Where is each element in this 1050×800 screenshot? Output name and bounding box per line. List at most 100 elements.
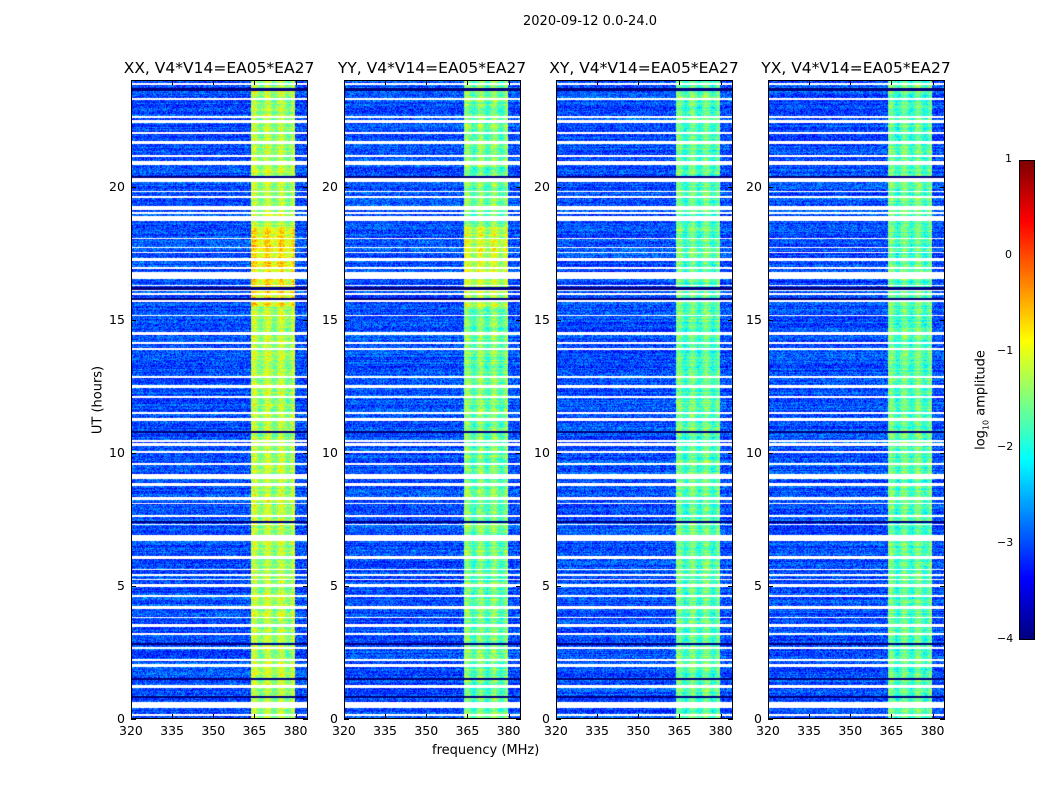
x-tick-mark xyxy=(768,714,769,719)
x-tick-label: 350 xyxy=(626,723,651,738)
y-tick-mark xyxy=(556,319,561,321)
y-tick-label: 15 xyxy=(534,311,550,327)
colorbar-tick-label: −1 xyxy=(997,344,1014,357)
x-tick-label: 320 xyxy=(119,723,143,738)
y-tick-mark xyxy=(728,585,733,587)
y-tick-mark xyxy=(344,452,349,454)
heatmap-panel-xx xyxy=(131,80,308,719)
y-tick-label: 10 xyxy=(534,444,550,460)
y-tick-mark xyxy=(728,719,733,720)
x-tick-label: 380 xyxy=(283,723,308,738)
heatmap-panel-yy xyxy=(344,80,521,719)
x-tick-mark xyxy=(385,714,387,719)
y-tick-mark xyxy=(556,452,561,454)
x-tick-mark xyxy=(679,80,681,85)
x-tick-mark xyxy=(850,80,852,85)
y-tick-mark xyxy=(131,452,136,454)
x-tick-mark xyxy=(172,80,174,85)
y-tick-mark xyxy=(516,452,521,454)
x-tick-mark xyxy=(131,80,132,85)
x-tick-label: 380 xyxy=(920,723,945,738)
heatmap-yx xyxy=(769,81,944,718)
x-tick-mark xyxy=(295,714,297,719)
y-tick-mark xyxy=(556,719,561,720)
x-tick-label: 380 xyxy=(496,723,521,738)
y-tick-mark xyxy=(131,186,136,188)
y-tick-mark xyxy=(344,719,349,720)
y-tick-mark xyxy=(131,719,136,720)
x-tick-mark xyxy=(467,80,469,85)
x-tick-mark xyxy=(254,714,256,719)
y-axis-label: UT (hours) xyxy=(90,365,106,435)
x-tick-mark xyxy=(426,714,428,719)
y-tick-mark xyxy=(303,719,308,720)
y-tick-mark xyxy=(940,452,945,454)
y-tick-label: 0 xyxy=(542,711,550,726)
x-tick-mark xyxy=(891,80,893,85)
x-tick-mark xyxy=(172,714,174,719)
panel-title-xx: XX, V4*V14=EA05*EA27 xyxy=(123,59,315,77)
y-tick-label: 0 xyxy=(117,711,125,726)
x-tick-label: 350 xyxy=(414,723,439,738)
y-tick-mark xyxy=(303,452,308,454)
y-tick-mark xyxy=(303,186,308,188)
y-tick-label: 20 xyxy=(322,178,338,194)
colorbar-tick-label: 0 xyxy=(1005,248,1012,261)
y-tick-mark xyxy=(131,585,136,587)
x-tick-label: 335 xyxy=(373,723,398,738)
x-tick-mark xyxy=(638,714,640,719)
y-tick-mark xyxy=(728,186,733,188)
y-tick-label: 10 xyxy=(109,444,125,460)
x-tick-mark xyxy=(809,80,811,85)
y-tick-mark xyxy=(768,186,773,188)
x-tick-mark xyxy=(131,714,132,719)
y-tick-mark xyxy=(940,585,945,587)
x-tick-label: 350 xyxy=(838,723,863,738)
y-tick-label: 15 xyxy=(322,311,338,327)
x-axis-label: frequency (MHz) xyxy=(432,743,540,758)
x-tick-mark xyxy=(385,80,387,85)
heatmap-xy xyxy=(557,81,732,718)
x-tick-mark xyxy=(213,714,215,719)
x-tick-mark xyxy=(809,714,811,719)
y-tick-mark xyxy=(344,319,349,321)
colorbar-tick-label: −4 xyxy=(997,632,1014,645)
y-tick-label: 5 xyxy=(330,577,338,593)
y-tick-mark xyxy=(768,452,773,454)
y-tick-label: 0 xyxy=(330,711,338,726)
heatmap-xx xyxy=(132,81,307,718)
x-tick-mark xyxy=(344,80,345,85)
x-tick-mark xyxy=(638,80,640,85)
x-tick-mark xyxy=(850,714,852,719)
x-tick-mark xyxy=(720,80,722,85)
y-tick-label: 20 xyxy=(109,178,125,194)
x-tick-mark xyxy=(556,80,557,85)
x-tick-mark xyxy=(426,80,428,85)
panel-title-yx: YX, V4*V14=EA05*EA27 xyxy=(761,59,951,77)
y-tick-label: 5 xyxy=(754,577,762,593)
x-tick-label: 320 xyxy=(544,723,568,738)
x-tick-mark xyxy=(254,80,256,85)
y-tick-label: 15 xyxy=(746,311,762,327)
y-tick-mark xyxy=(344,186,349,188)
x-tick-label: 335 xyxy=(160,723,185,738)
y-tick-mark xyxy=(940,719,945,720)
x-tick-mark xyxy=(556,714,557,719)
y-tick-mark xyxy=(303,585,308,587)
y-tick-mark xyxy=(516,719,521,720)
x-tick-label: 380 xyxy=(708,723,733,738)
x-tick-mark xyxy=(213,80,215,85)
y-tick-mark xyxy=(768,319,773,321)
colorbar-tick-label: −3 xyxy=(997,536,1014,549)
colorbar-label-main: log xyxy=(973,430,989,450)
y-tick-mark xyxy=(131,319,136,321)
x-tick-mark xyxy=(891,714,893,719)
heatmap-yy xyxy=(345,81,520,718)
x-tick-mark xyxy=(467,714,469,719)
y-tick-label: 20 xyxy=(534,178,550,194)
x-tick-mark xyxy=(508,80,510,85)
figure-title: 2020-09-12 0.0-24.0 xyxy=(523,14,657,29)
x-tick-mark xyxy=(597,80,599,85)
colorbar-tick-label: 1 xyxy=(1005,152,1012,165)
